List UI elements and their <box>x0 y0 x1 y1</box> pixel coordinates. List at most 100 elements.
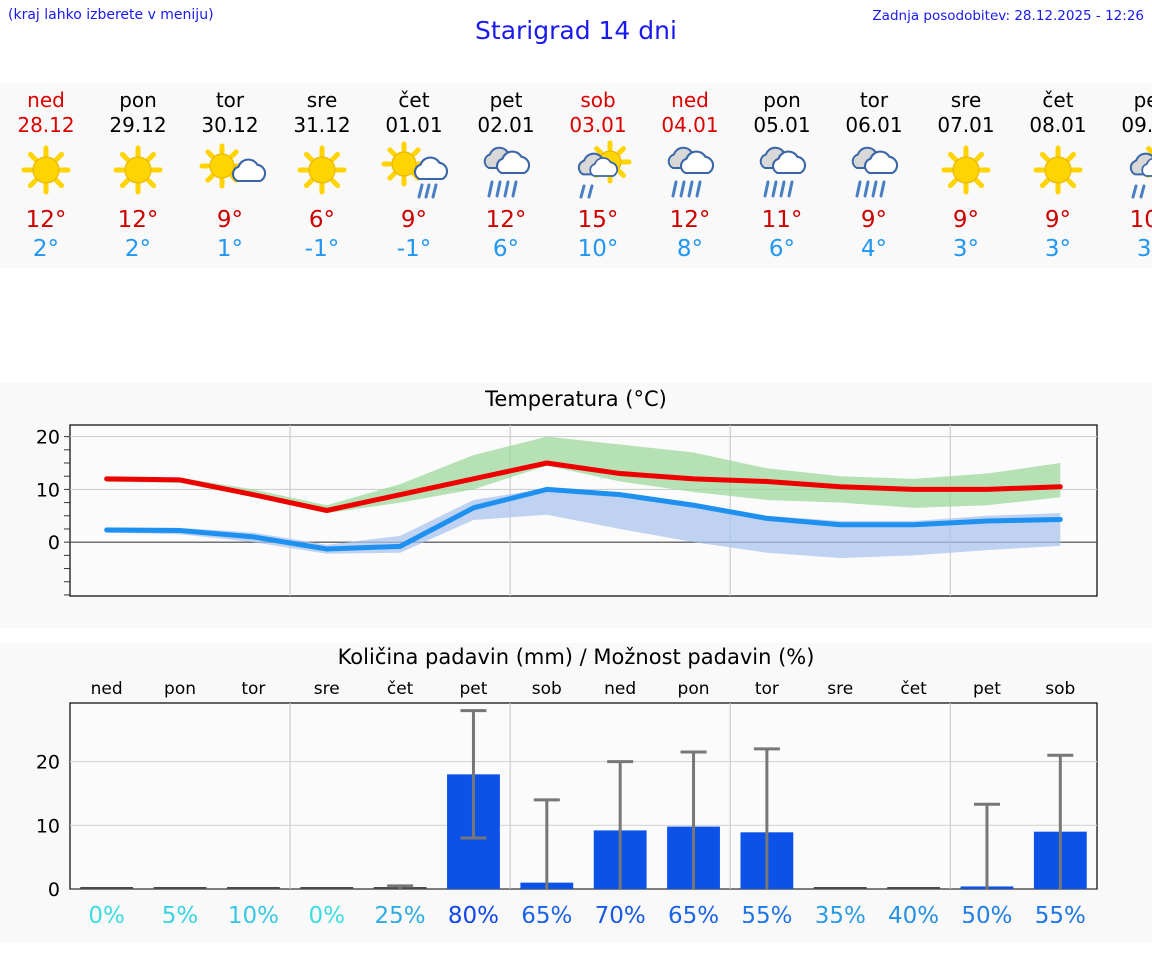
svg-text:10: 10 <box>36 815 60 837</box>
day-of-week-label: pon <box>763 88 801 112</box>
svg-text:25%: 25% <box>375 903 426 923</box>
day-of-week-label: ned <box>27 88 65 112</box>
max-temperature-label: 9° <box>860 207 888 233</box>
max-temperature-label: 6° <box>308 207 336 233</box>
max-temperature-label: 9° <box>400 207 428 233</box>
sun-cloud-icon <box>184 140 276 202</box>
forecast-day-column[interactable]: sre 07.01 9° 3° <box>920 83 1012 268</box>
day-date-label: 01.01 <box>385 113 443 137</box>
forecast-day-column[interactable]: sob 03.01 15° 10° <box>552 83 644 268</box>
svg-text:55%: 55% <box>1035 903 1086 923</box>
day-date-label: 04.01 <box>661 113 719 137</box>
day-of-week-label: pet <box>1133 88 1152 112</box>
svg-text:65%: 65% <box>521 903 572 923</box>
temperature-chart-title: Temperatura (°C) <box>485 387 667 411</box>
min-temperature-label: 1° <box>216 236 244 262</box>
forecast-day-column[interactable]: tor 06.01 9° 4° <box>828 83 920 268</box>
day-of-week-label: sre <box>306 88 338 112</box>
svg-text:pon: pon <box>164 679 196 699</box>
svg-text:sob: sob <box>532 679 562 699</box>
day-of-week-label: tor <box>859 88 889 112</box>
forecast-day-column[interactable]: čet 01.01 9° -1° <box>368 83 460 268</box>
sun-icon <box>1012 140 1104 202</box>
svg-text:0: 0 <box>48 532 60 554</box>
day-date-label: 28.12 <box>17 113 75 137</box>
max-temperature-label: 11° <box>761 207 803 233</box>
svg-text:tor: tor <box>755 679 779 699</box>
forecast-day-column[interactable]: pet 02.01 12° 6° <box>460 83 552 268</box>
day-date-label: 31.12 <box>293 113 351 137</box>
day-of-week-label: tor <box>215 88 245 112</box>
day-date-label: 02.01 <box>477 113 535 137</box>
day-date-label: 05.01 <box>753 113 811 137</box>
svg-text:20: 20 <box>36 427 60 449</box>
day-of-week-label: sre <box>950 88 982 112</box>
svg-text:sob: sob <box>1045 679 1075 699</box>
day-of-week-label: čet <box>398 88 430 112</box>
location-picker-hint[interactable]: (kraj lahko izberete v meniju) <box>8 7 214 23</box>
svg-text:65%: 65% <box>668 903 719 923</box>
forecast-day-column[interactable]: pet09.01 10° 3° <box>1104 83 1152 268</box>
svg-text:55%: 55% <box>741 903 792 923</box>
day-of-week-label: sob <box>580 88 616 112</box>
day-date-label: 07.01 <box>937 113 995 137</box>
max-temperature-label: 12° <box>485 207 527 233</box>
max-temperature-label: 12° <box>669 207 711 233</box>
svg-text:5%: 5% <box>162 903 199 923</box>
min-temperature-label: 3° <box>1044 236 1072 262</box>
sun-icon <box>92 140 184 202</box>
cloud-rain-icon <box>644 140 736 202</box>
sun-cloud-rain-icon <box>368 140 460 202</box>
svg-text:sre: sre <box>827 679 853 699</box>
svg-text:ned: ned <box>91 679 123 699</box>
day-date-label: 08.01 <box>1029 113 1087 137</box>
svg-text:40%: 40% <box>888 903 939 923</box>
svg-text:tor: tor <box>241 679 265 699</box>
day-date-label: 06.01 <box>845 113 903 137</box>
day-date-label: 30.12 <box>201 113 259 137</box>
min-temperature-label: 8° <box>676 236 704 262</box>
forecast-day-column[interactable]: sre 31.12 6° -1° <box>276 83 368 268</box>
svg-text:10%: 10% <box>228 903 279 923</box>
forecast-day-column[interactable]: ned 04.01 12° 8° <box>644 83 736 268</box>
precipitation-chart-title: Količina padavin (mm) / Možnost padavin … <box>337 645 815 669</box>
precipitation-chart-svg: ned pon tor sre čet pet sob ned pon tor sre čet pet s… <box>36 679 1098 923</box>
svg-text:10: 10 <box>36 479 60 501</box>
svg-text:pet: pet <box>460 679 488 699</box>
min-temperature-label: -1° <box>396 236 432 262</box>
svg-text:čet: čet <box>900 679 927 699</box>
max-temperature-label: 10° <box>1129 207 1152 233</box>
forecast-day-column[interactable]: tor 30.12 9° 1° <box>184 83 276 268</box>
precipitation-chart-block: Količina padavin (mm) / Možnost padavin … <box>0 643 1152 943</box>
day-of-week-label: pon <box>119 88 157 112</box>
max-temperature-label: 12° <box>117 207 159 233</box>
cloud-rain-icon <box>828 140 920 202</box>
min-temperature-label: 2° <box>32 236 60 262</box>
svg-text:čet: čet <box>387 679 414 699</box>
max-temperature-label: 9° <box>216 207 244 233</box>
cloud-sun-rain-icon <box>552 140 644 202</box>
day-date-label: 29.12 <box>109 113 167 137</box>
day-of-week-label: ned <box>671 88 709 112</box>
forecast-day-column[interactable]: pon 29.12 12° 2° <box>92 83 184 268</box>
cloud-rain-icon <box>460 140 552 202</box>
min-temperature-label: 6° <box>768 236 796 262</box>
svg-text:80%: 80% <box>448 903 499 923</box>
max-temperature-label: 12° <box>25 207 67 233</box>
forecast-day-column[interactable]: pon 05.01 11° 6° <box>736 83 828 268</box>
min-temperature-label: 6° <box>492 236 520 262</box>
svg-text:pon: pon <box>678 679 710 699</box>
max-temperature-label: 9° <box>952 207 980 233</box>
day-of-week-label: pet <box>489 88 523 112</box>
sun-icon <box>276 140 368 202</box>
svg-text:0%: 0% <box>88 903 125 923</box>
svg-text:70%: 70% <box>595 903 646 923</box>
page-title: Starigrad 14 dni <box>475 16 677 45</box>
day-date-label: 03.01 <box>569 113 627 137</box>
min-temperature-label: 3° <box>1136 236 1152 262</box>
day-date-label: 09.01 <box>1121 113 1152 137</box>
forecast-day-column[interactable]: čet 08.01 9° 3° <box>1012 83 1104 268</box>
forecast-day-column[interactable]: ned 28.12 12° 2° <box>0 83 92 268</box>
min-temperature-label: 3° <box>952 236 980 262</box>
svg-text:35%: 35% <box>815 903 866 923</box>
